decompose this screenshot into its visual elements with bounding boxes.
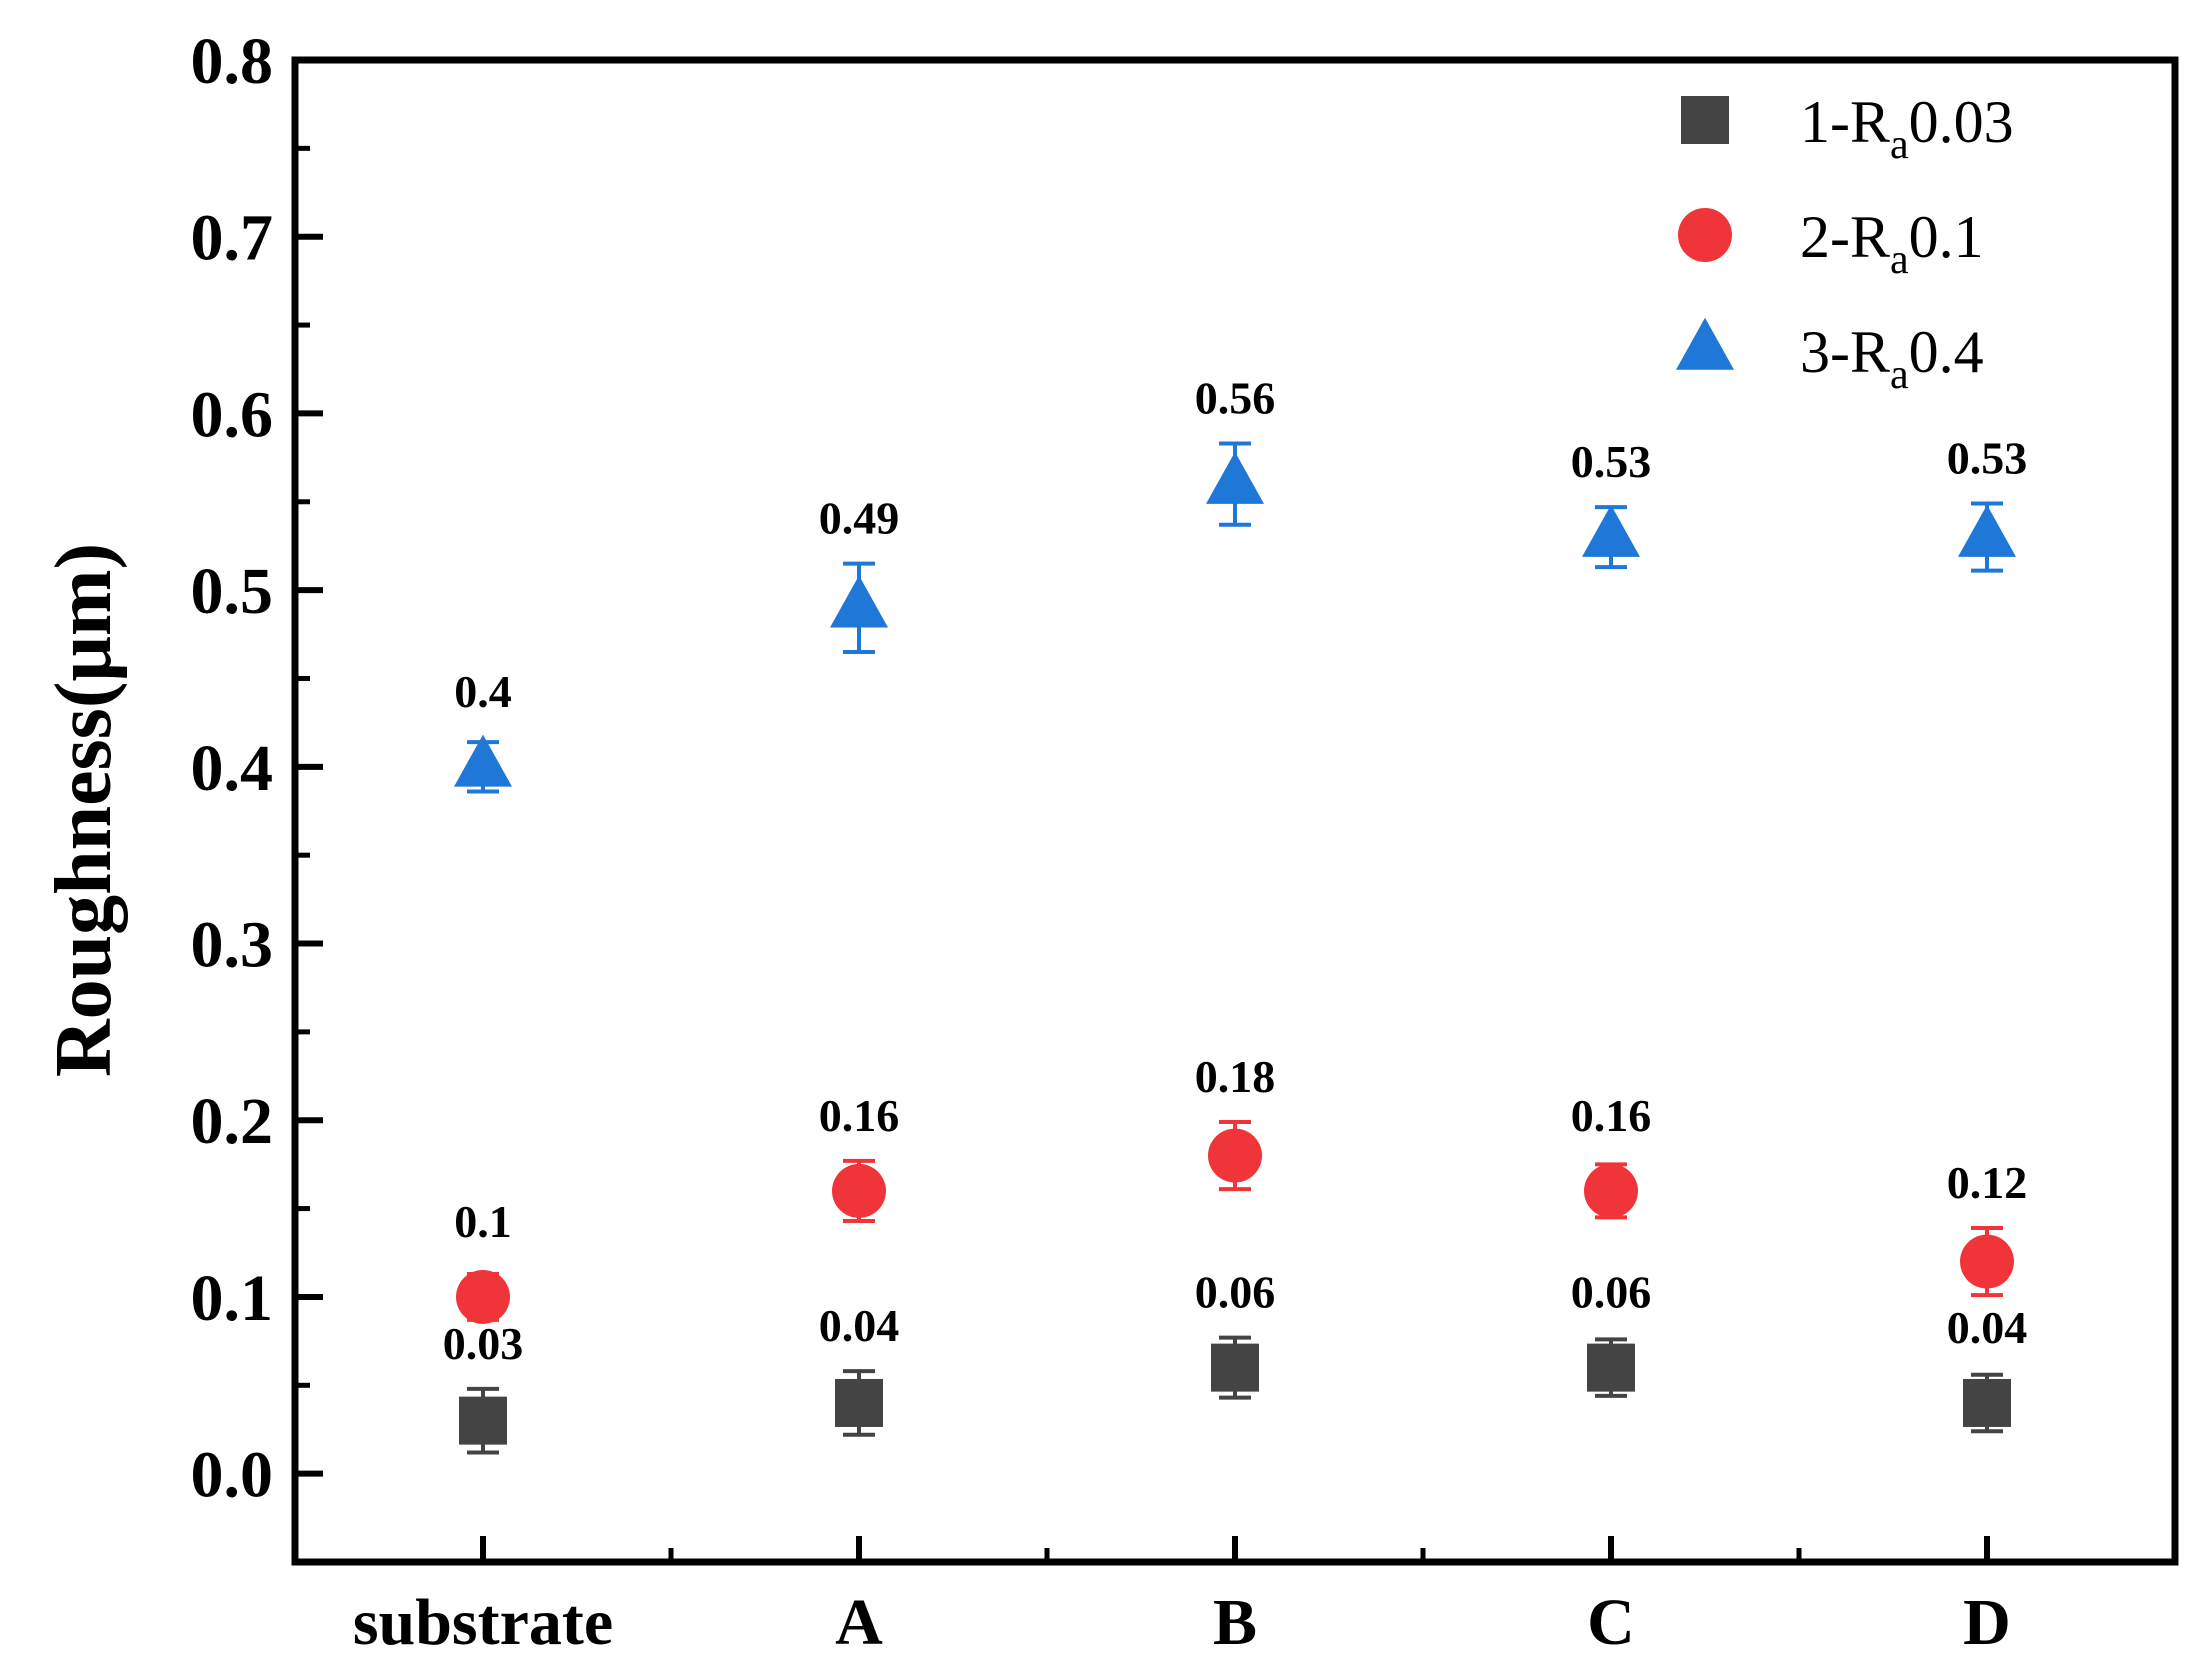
y-tick-label: 0.7: [191, 202, 274, 275]
data-point: [1208, 1128, 1262, 1183]
series-triangle: 0.4 0.49 0.56 0.53 0.53: [454, 372, 2028, 794]
y-tick-label: 0.2: [191, 1085, 274, 1158]
data-point: [1963, 1378, 2011, 1427]
y-tick-label: 0.4: [191, 732, 274, 805]
data-label: 0.06: [1195, 1267, 1276, 1318]
data-label: 0.4: [454, 666, 512, 717]
data-series: 0.03 0.040.06 0.060.040.10.160.180.160.120…: [443, 372, 2028, 1455]
legend-label: 1-Ra0.03: [1800, 89, 2014, 168]
legend-marker: [1681, 96, 1729, 144]
data-label: 0.53: [1571, 436, 1652, 487]
y-axis-label: Roughness(μm): [40, 543, 128, 1077]
data-label: 0.04: [819, 1300, 900, 1351]
data-label: 0.06: [1571, 1267, 1652, 1318]
legend-item: 2-Ra0.1: [1678, 204, 1984, 283]
legend: 1-Ra0.03 2-Ra0.1 3-Ra0.4: [1676, 89, 2014, 398]
data-point: [1206, 451, 1264, 504]
legend-item: 1-Ra0.03: [1681, 89, 2014, 168]
x-tick-label: B: [1213, 1586, 1257, 1659]
x-tick-label: A: [835, 1586, 883, 1659]
data-point: [459, 1396, 507, 1445]
data-label: 0.1: [454, 1196, 512, 1247]
y-tick-label: 0.0: [191, 1439, 274, 1512]
x-tick-label: D: [1963, 1586, 2011, 1659]
data-label: 0.03: [443, 1318, 524, 1369]
y-tick-label: 0.6: [191, 378, 274, 451]
data-label: 0.53: [1947, 433, 2028, 484]
legend-label: 3-Ra0.4: [1800, 319, 1984, 398]
data-point: [1587, 1343, 1635, 1392]
series-circle: 0.1 0.16 0.18 0.16 0.12: [454, 1051, 2027, 1324]
data-label: 0.18: [1195, 1051, 1276, 1102]
y-axis-ticks: 0.0 0.1 0.2 0.3 0.4 0.5 0.6 0.7 0.8: [191, 25, 323, 1512]
data-point: [830, 575, 888, 628]
x-tick-label: substrate: [353, 1586, 613, 1659]
data-point: [456, 1269, 510, 1324]
x-axis-ticks: substrate A B C D: [353, 1536, 2011, 1659]
legend-marker: [1676, 317, 1734, 370]
series-square: 0.03 0.04 0.06 0.06 0.04: [443, 1267, 2028, 1455]
data-point: [1582, 504, 1640, 557]
data-point: [1584, 1163, 1638, 1218]
data-point: [1211, 1343, 1259, 1392]
data-point: [832, 1163, 886, 1218]
legend-marker: [1678, 208, 1732, 262]
y-tick-label: 0.3: [191, 909, 274, 982]
data-label: 0.56: [1195, 372, 1276, 423]
x-tick-label: C: [1587, 1586, 1635, 1659]
legend-item: 3-Ra0.4: [1676, 317, 1984, 398]
data-label: 0.16: [819, 1090, 900, 1141]
data-point: [1958, 504, 2016, 557]
data-point: [835, 1378, 883, 1427]
data-label: 0.04: [1947, 1302, 2028, 1353]
y-tick-label: 0.5: [191, 555, 274, 628]
legend-label: 2-Ra0.1: [1800, 204, 1984, 283]
data-label: 0.49: [819, 493, 900, 544]
y-tick-label: 0.8: [191, 25, 274, 98]
data-label: 0.12: [1947, 1157, 2028, 1208]
data-label: 0.16: [1571, 1090, 1652, 1141]
data-point: [1960, 1234, 2014, 1289]
data-point: [454, 734, 512, 787]
y-tick-label: 0.1: [191, 1262, 274, 1335]
